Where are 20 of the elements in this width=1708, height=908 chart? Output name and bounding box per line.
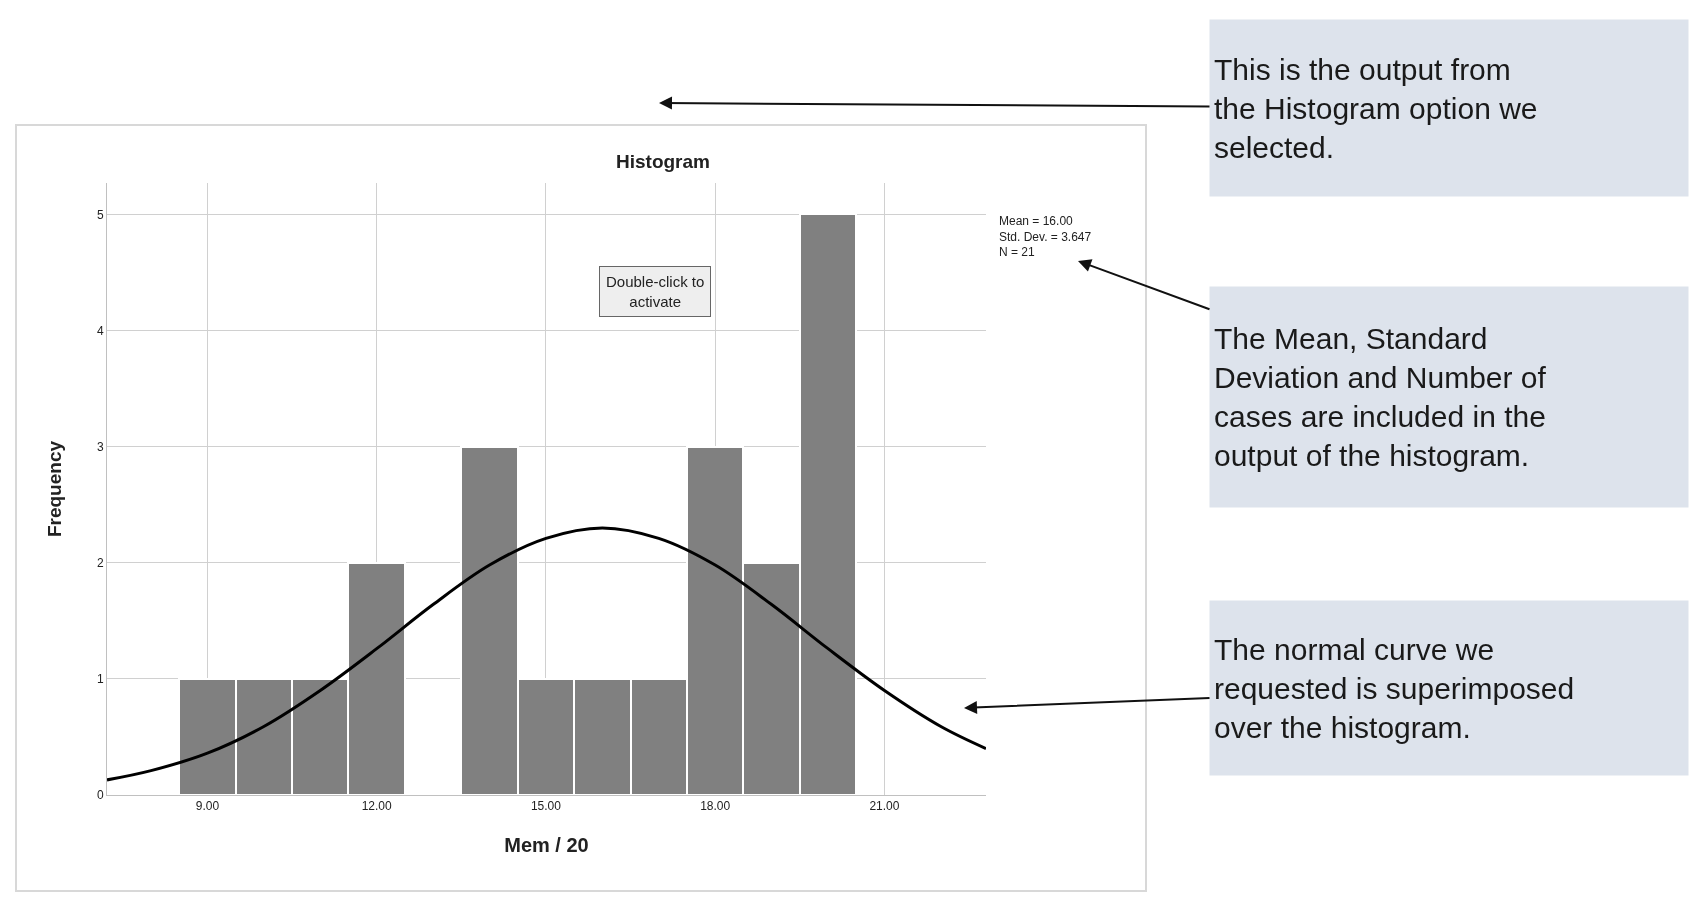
annotation: Double-click to activate [606,273,705,310]
text: This is the output from the Histogram option we selected. [1214,52,1538,164]
y-tick-label: 1 [96,672,104,687]
chart-title: Histogram [616,150,710,172]
y-tick-label: 0 [96,788,104,803]
line-series [107,526,986,782]
x-tick-label: 21.00 [869,799,900,814]
x-tick-label: 9.00 [195,799,220,814]
y-tick-label: 4 [96,323,104,338]
x-tick-label: 15.00 [530,799,562,814]
y-tick-label: 2 [96,555,104,570]
y-tick-label: 5 [96,207,104,222]
text: The Mean, Standard Deviation and Number of cases are included in the output of the histogram. [1214,322,1547,472]
text: Mean = 16.00 Std. Dev. = 3.647 N = 21 [999,214,1092,260]
y-axis-title: Frequency [43,440,65,538]
text: The normal curve we requested is superimposed over the histogram. [1214,632,1575,744]
x-axis-title: Mem / 20 [504,833,589,856]
y-tick-label: 3 [96,439,104,454]
x-tick-label: 12.00 [361,799,393,814]
x-tick-label: 18.00 [700,799,731,814]
